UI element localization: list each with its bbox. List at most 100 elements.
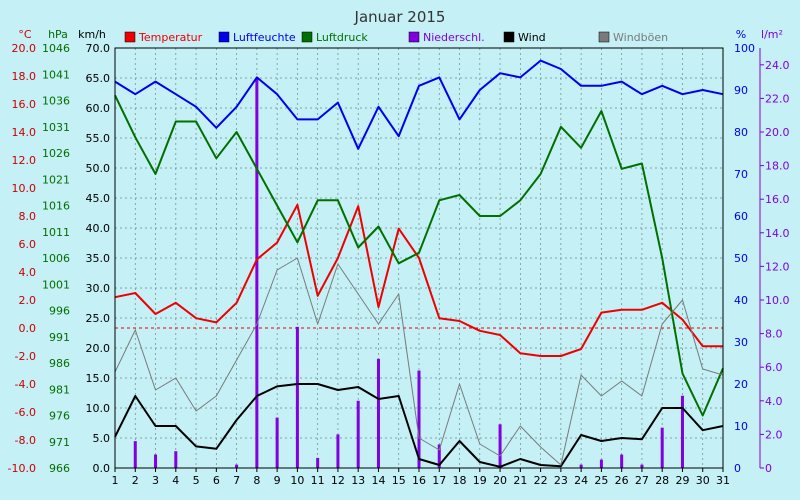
- temperature-tick-label: 10.0: [12, 182, 37, 195]
- pressure-tick-label: 1021: [42, 173, 70, 186]
- wind-tick-label: 40.0: [86, 222, 111, 235]
- pressure-tick-label: 1031: [42, 121, 70, 134]
- precipitation-tick-label: 24.0: [765, 59, 790, 72]
- precipitation-bar: [437, 444, 441, 468]
- precipitation-unit-label: l/m²: [761, 28, 783, 41]
- legend-label: Wind: [518, 31, 546, 44]
- precipitation-bar: [498, 424, 502, 468]
- chart-title: Januar 2015: [354, 8, 446, 26]
- series-line-wind: [114, 383, 724, 468]
- temperature-tick-label: 2.0: [19, 294, 37, 307]
- pressure-tick-label: 971: [49, 436, 70, 449]
- series-line-temperatur: [114, 203, 723, 357]
- temperature-tick-label: 0.0: [19, 322, 37, 335]
- humidity-unit-label: %: [736, 28, 746, 41]
- humidity-tick-label: 100: [734, 42, 755, 55]
- x-tick-label: 30: [696, 474, 710, 487]
- wind-tick-label: 30.0: [86, 282, 111, 295]
- precipitation-bars: [133, 78, 684, 469]
- axes: -10.0-8.0-6.0-4.0-2.00.02.04.06.08.010.0…: [8, 42, 790, 487]
- humidity-tick-label: 90: [734, 84, 748, 97]
- x-tick-label: 14: [371, 474, 385, 487]
- temperature-tick-label: 12.0: [12, 154, 37, 167]
- wind-tick-label: 25.0: [86, 312, 111, 325]
- precipitation-tick-label: 18.0: [765, 160, 790, 173]
- x-tick-label: 10: [290, 474, 304, 487]
- humidity-tick-label: 30: [734, 336, 748, 349]
- legend-label: Luftdruck: [316, 31, 368, 44]
- series-line-windben: [114, 257, 724, 466]
- precipitation-bar: [579, 464, 583, 468]
- precipitation-bar: [255, 78, 259, 469]
- humidity-tick-label: 40: [734, 294, 748, 307]
- x-tick-label: 8: [253, 474, 260, 487]
- wind-unit-label: km/h: [78, 28, 106, 41]
- legend-label: Luftfeuchte: [233, 31, 296, 44]
- precipitation-tick-label: 8.0: [765, 328, 783, 341]
- pressure-tick-label: 1041: [42, 68, 70, 81]
- precipitation-tick-label: 14.0: [765, 227, 790, 240]
- x-tick-label: 22: [534, 474, 548, 487]
- x-tick-label: 25: [594, 474, 608, 487]
- x-tick-label: 24: [574, 474, 588, 487]
- pressure-tick-label: 1006: [42, 252, 70, 265]
- precipitation-bar: [356, 400, 360, 468]
- precipitation-bar: [599, 459, 603, 468]
- wind-tick-label: 70.0: [86, 42, 111, 55]
- humidity-tick-label: 60: [734, 210, 748, 223]
- x-tick-label: 9: [274, 474, 281, 487]
- temperature-tick-label: 4.0: [19, 266, 37, 279]
- precipitation-tick-label: 0: [765, 462, 772, 475]
- x-tick-label: 16: [412, 474, 426, 487]
- x-tick-label: 12: [331, 474, 345, 487]
- precipitation-bar: [376, 358, 380, 468]
- temperature-tick-label: -6.0: [15, 406, 36, 419]
- precipitation-bar: [316, 457, 320, 468]
- pressure-tick-label: 1046: [42, 42, 70, 55]
- x-tick-label: 7: [233, 474, 240, 487]
- precipitation-bar: [417, 370, 421, 468]
- precipitation-tick-label: 10.0: [765, 294, 790, 307]
- precipitation-bar: [235, 464, 239, 468]
- pressure-tick-label: 986: [49, 357, 70, 370]
- precipitation-tick-label: 16.0: [765, 193, 790, 206]
- x-tick-label: 29: [675, 474, 689, 487]
- x-tick-label: 6: [213, 474, 220, 487]
- temperature-tick-label: 20.0: [12, 42, 37, 55]
- x-tick-label: 4: [172, 474, 179, 487]
- wind-tick-label: 5.0: [93, 432, 111, 445]
- precipitation-bar: [640, 464, 644, 468]
- series-lines: [114, 59, 724, 468]
- pressure-tick-label: 991: [49, 331, 70, 344]
- pressure-tick-label: 996: [49, 305, 70, 318]
- temperature-tick-label: -8.0: [15, 434, 36, 447]
- x-tick-label: 13: [351, 474, 365, 487]
- humidity-tick-label: 50: [734, 252, 748, 265]
- temperature-tick-label: 6.0: [19, 238, 37, 251]
- pressure-tick-label: 976: [49, 410, 70, 423]
- pressure-tick-label: 1016: [42, 200, 70, 213]
- wind-tick-label: 55.0: [86, 132, 111, 145]
- legend-swatch: [503, 31, 515, 43]
- x-tick-label: 11: [311, 474, 325, 487]
- precipitation-bar: [275, 417, 279, 468]
- legend-label: Windböen: [613, 31, 668, 44]
- temperature-tick-label: -2.0: [15, 350, 36, 363]
- temperature-tick-label: -4.0: [15, 378, 36, 391]
- pressure-tick-label: 1036: [42, 95, 70, 108]
- wind-tick-label: 50.0: [86, 162, 111, 175]
- x-tick-label: 21: [513, 474, 527, 487]
- x-tick-label: 20: [493, 474, 507, 487]
- pressure-tick-label: 1011: [42, 226, 70, 239]
- wind-tick-label: 15.0: [86, 372, 111, 385]
- pressure-tick-label: 1026: [42, 147, 70, 160]
- x-tick-label: 18: [453, 474, 467, 487]
- temperature-unit-label: °C: [18, 28, 32, 41]
- x-tick-label: 23: [554, 474, 568, 487]
- precipitation-tick-label: 4.0: [765, 395, 783, 408]
- temperature-tick-label: 18.0: [12, 70, 37, 83]
- precipitation-tick-label: 12.0: [765, 260, 790, 273]
- x-tick-label: 1: [112, 474, 119, 487]
- x-tick-label: 28: [655, 474, 669, 487]
